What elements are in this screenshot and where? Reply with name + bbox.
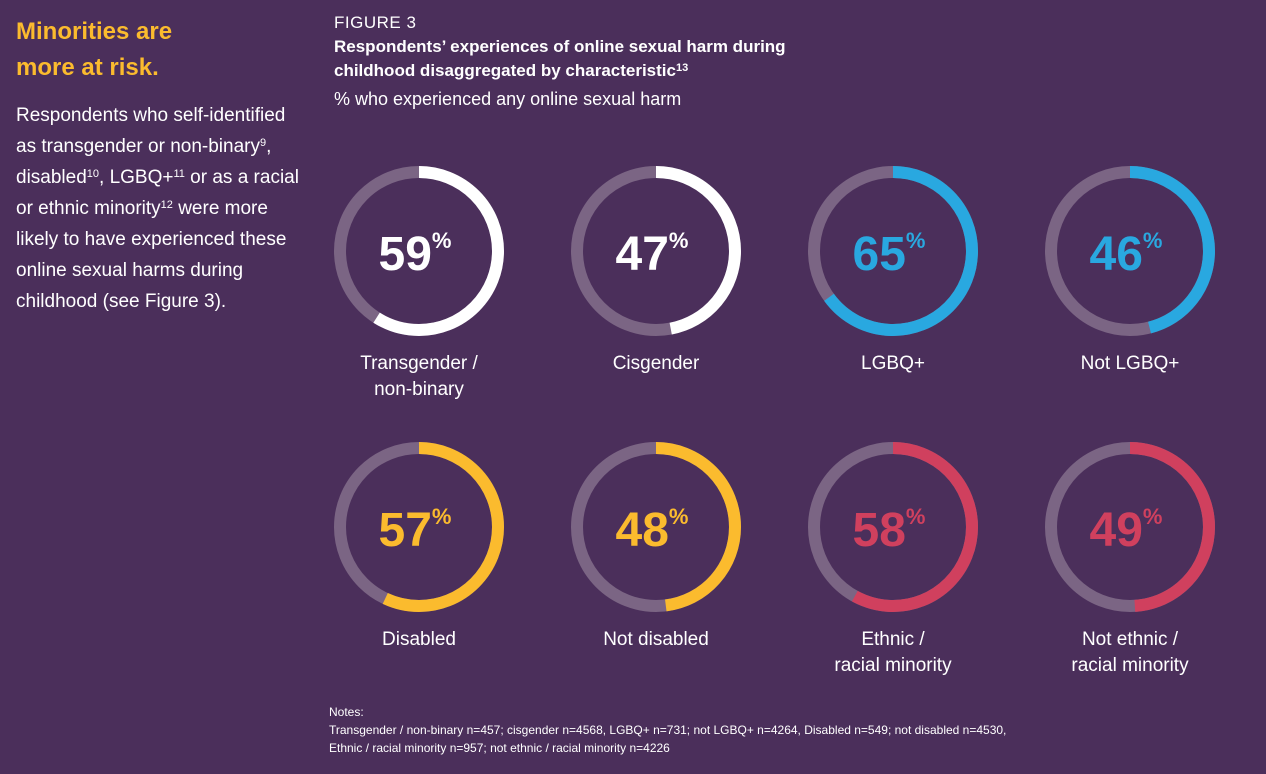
footnote-ref: 9 <box>259 137 267 149</box>
donut-arc <box>1045 166 1215 336</box>
title-text: Respondents’ experiences of online sexua… <box>334 37 786 80</box>
category-label: racial minority <box>1071 655 1189 676</box>
footnote-ref: 11 <box>173 168 185 180</box>
body-text: were more likely to have experienced the… <box>16 198 287 312</box>
category-label: Not disabled <box>603 629 709 650</box>
category-label: Ethnic / <box>861 629 925 650</box>
value-label: 65% <box>853 228 926 281</box>
footnote-ref: 13 <box>675 62 689 74</box>
category-label: LGBQ+ <box>861 353 925 374</box>
value-label: 58% <box>853 504 926 557</box>
notes-line: Transgender / non-binary n=457; cisgende… <box>329 723 1007 737</box>
heading-line-2: more at risk. <box>16 54 159 81</box>
value-label: 48% <box>616 504 689 557</box>
donut-arc <box>571 166 741 336</box>
value-label: 57% <box>379 504 452 557</box>
category-label: non-binary <box>374 379 464 400</box>
value-label: 49% <box>1090 504 1163 557</box>
value-label: 47% <box>616 228 689 281</box>
category-label: Transgender / <box>360 353 478 374</box>
sidebar-heading: Minorities are more at risk. <box>16 14 306 86</box>
footnote-ref: 10 <box>86 168 100 180</box>
figure-title: Respondents’ experiences of online sexua… <box>334 35 794 83</box>
donut-arc <box>808 442 978 612</box>
category-label: Cisgender <box>613 353 700 374</box>
footnote-ref: 12 <box>160 199 173 211</box>
heading-line-1: Minorities are <box>16 18 173 45</box>
figure-header: FIGURE 3 Respondents’ experiences of onl… <box>334 13 794 110</box>
value-label: 59% <box>379 228 452 281</box>
category-label: racial minority <box>834 655 952 676</box>
body-text: , LGBQ+ <box>99 167 174 188</box>
value-label: 46% <box>1090 228 1163 281</box>
donut-arc <box>334 442 504 612</box>
notes-heading: Notes: <box>329 705 364 719</box>
donut-arc <box>808 166 978 336</box>
donut-arc <box>1045 442 1215 612</box>
notes: Notes: Transgender / non-binary n=457; c… <box>329 703 1006 757</box>
sidebar-body: Respondents who self-identified as trans… <box>16 100 306 317</box>
donut-arc <box>334 166 504 336</box>
donut-arc <box>571 442 741 612</box>
notes-line: Ethnic / racial minority n=957; not ethn… <box>329 741 670 755</box>
figure-label: FIGURE 3 <box>334 13 417 32</box>
body-text: Respondents who self-identified as trans… <box>16 105 286 157</box>
sidebar: Minorities are more at risk. Respondents … <box>16 14 306 317</box>
body-text: or as a racial or ethnic minority <box>16 167 299 219</box>
body-text: , disabled <box>16 136 272 188</box>
category-label: Not LGBQ+ <box>1081 353 1180 374</box>
figure-subtitle: % who experienced any online sexual harm <box>334 89 682 109</box>
category-label: Not ethnic / <box>1082 629 1179 650</box>
category-label: Disabled <box>382 629 456 650</box>
